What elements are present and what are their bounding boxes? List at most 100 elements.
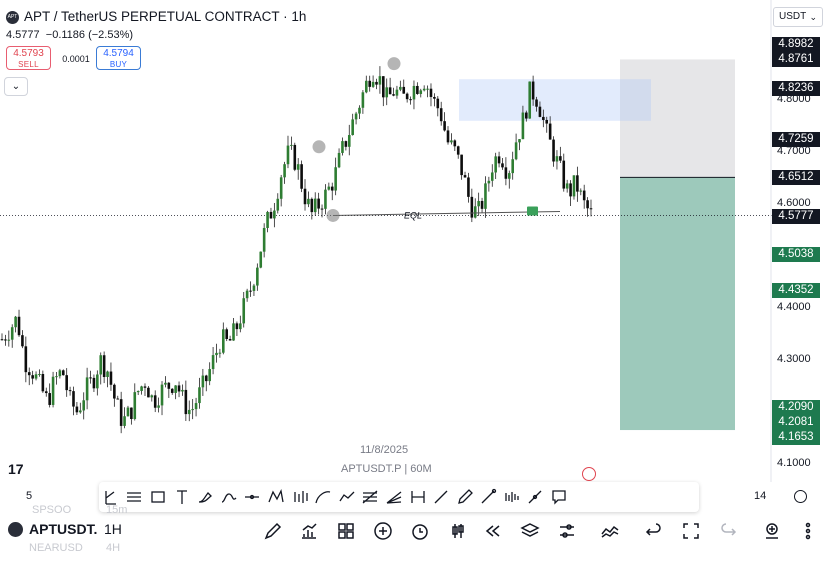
price-tag: 4.5038 [772, 247, 820, 263]
draw-icon[interactable] [261, 520, 283, 542]
symbol-watermark: APTUSDT.P | 60M [341, 463, 432, 475]
price-tag: 4.8236 [772, 80, 820, 96]
layers-icon[interactable] [519, 520, 541, 542]
candle-body [405, 93, 409, 100]
candle-body [184, 389, 188, 415]
candle-body [58, 370, 62, 377]
callout-icon[interactable] [547, 484, 571, 510]
ray-icon[interactable] [429, 484, 453, 510]
pattern-icon[interactable] [264, 484, 288, 510]
candle-body [300, 164, 303, 189]
trend-angle-icon[interactable] [99, 484, 123, 510]
candle-body [453, 140, 457, 147]
candle-body [586, 200, 589, 209]
long-position-icon[interactable] [477, 484, 501, 510]
candle-body [484, 183, 487, 209]
symbol-select[interactable]: APTUSDT. [29, 521, 98, 537]
highlighter-icon[interactable] [453, 484, 477, 510]
chevron-down-icon: ⌄ [809, 12, 817, 22]
polyline-icon[interactable] [335, 484, 359, 510]
fib-retracement-icon[interactable] [123, 484, 147, 510]
indicators-icon[interactable] [298, 520, 320, 542]
chart-type-icon[interactable] [447, 520, 469, 542]
add-icon[interactable] [372, 520, 394, 542]
fib-fan-icon[interactable] [382, 484, 406, 510]
eql-line [332, 210, 561, 216]
collapse-button[interactable]: ⌄ [4, 77, 28, 96]
candle-body [392, 94, 395, 96]
date-range-icon[interactable] [406, 484, 430, 510]
candle-body [198, 387, 201, 404]
chart-settings-gear-icon[interactable] [794, 490, 807, 503]
candle-body [327, 186, 331, 190]
horizontal-line-icon[interactable] [241, 484, 265, 510]
price-axis-label: 4.3000 [777, 353, 811, 365]
price-change: −0.1186 (−2.53%) [45, 29, 134, 41]
bars-pattern-icon[interactable] [288, 484, 312, 510]
candle-body [480, 200, 484, 209]
candle-body [317, 198, 320, 209]
candle-body [266, 211, 269, 228]
candle-body [51, 376, 55, 405]
price-readout: 4.5777 −0.1186 (−2.53%) [6, 29, 133, 41]
candle-body [177, 385, 181, 392]
candle-body [82, 400, 86, 411]
brush-icon[interactable] [193, 484, 217, 510]
candle-body [337, 152, 341, 168]
candle-body [507, 173, 511, 179]
settings-icon[interactable] [556, 520, 578, 542]
candle-body [143, 386, 147, 388]
candle-body [170, 388, 174, 393]
text-icon[interactable] [170, 484, 194, 510]
candle-body [222, 329, 225, 353]
volume-profile-icon[interactable] [500, 484, 524, 510]
compare-icon[interactable] [599, 520, 621, 542]
candle-body [72, 391, 75, 407]
candle-body [467, 177, 470, 197]
candle-body [68, 390, 72, 392]
candle-body [0, 339, 4, 341]
candle-body [181, 389, 184, 392]
fib-channel-icon[interactable] [359, 484, 383, 510]
candle-body [419, 90, 423, 94]
currency-select[interactable]: USDT ⌄ [773, 7, 823, 27]
faded-symbol-top: SPSOO [32, 504, 72, 516]
candle-body [456, 146, 460, 155]
candle-body [228, 338, 232, 341]
candle-body [24, 346, 28, 373]
fullscreen-icon[interactable] [680, 520, 702, 542]
candle-body [286, 145, 290, 165]
candle-body [44, 391, 48, 394]
candle-body [38, 374, 41, 376]
interval-select[interactable]: 1H [104, 521, 122, 537]
sell-button[interactable]: 4.5793 SELL [6, 46, 51, 70]
flash-icon[interactable] [582, 467, 596, 481]
alert-icon[interactable] [409, 520, 431, 542]
curve-icon[interactable] [311, 484, 335, 510]
info-line-icon[interactable] [524, 484, 548, 510]
trade-icon[interactable] [761, 520, 783, 542]
replay-icon[interactable] [482, 520, 504, 542]
candle-body [119, 399, 123, 426]
candle-body [443, 121, 446, 131]
buy-button[interactable]: 4.5794 BUY [96, 46, 141, 70]
path-icon[interactable] [217, 484, 241, 510]
price-tag: 4.8982 [772, 37, 820, 52]
candle-body [378, 76, 382, 85]
undo-icon[interactable] [643, 520, 665, 542]
candle-body [521, 112, 525, 140]
redo-icon[interactable] [717, 520, 739, 542]
more-icon[interactable] [797, 520, 819, 542]
rectangle-icon[interactable] [146, 484, 170, 510]
layouts-icon[interactable] [335, 520, 357, 542]
candle-body [320, 208, 324, 210]
candle-body [354, 113, 358, 120]
candle-body [399, 86, 402, 90]
eql-label: EQL [404, 210, 422, 220]
candle-body [79, 410, 82, 413]
candle-body [582, 190, 586, 201]
candle-body [273, 210, 276, 219]
candle-body [130, 407, 133, 420]
supply-zone [459, 79, 651, 121]
